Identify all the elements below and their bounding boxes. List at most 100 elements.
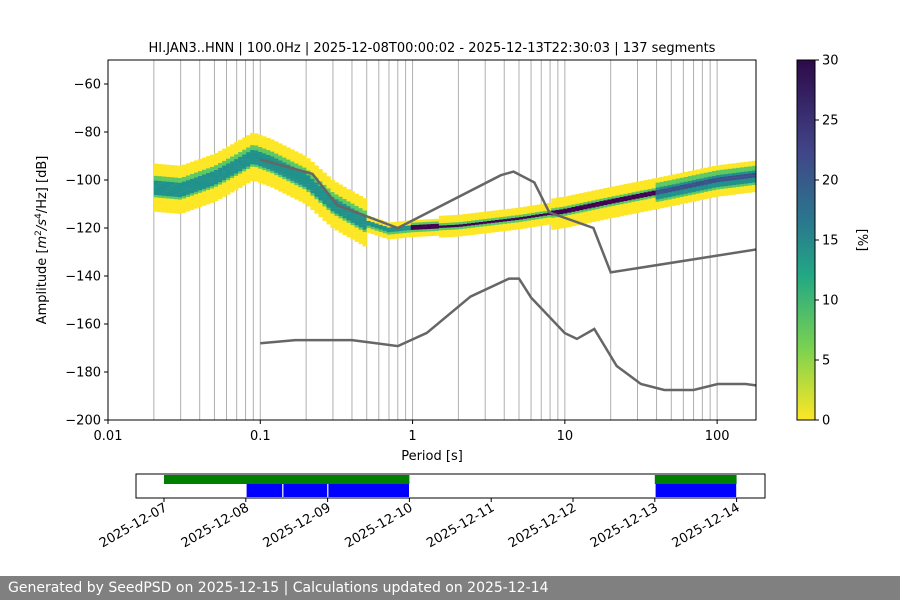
psd-cell xyxy=(177,194,183,198)
psd-cell xyxy=(703,189,709,192)
psd-cell xyxy=(230,158,235,162)
psd-cell xyxy=(298,155,303,159)
psd-cell xyxy=(362,203,367,206)
psd-cell xyxy=(398,223,404,227)
psd-cell xyxy=(185,199,191,202)
psd-cell xyxy=(218,153,223,156)
psd-cell xyxy=(157,185,163,189)
psd-cell xyxy=(202,157,207,161)
psd-cell xyxy=(202,159,207,163)
psd-cell xyxy=(290,173,295,176)
psd-cell xyxy=(338,222,343,226)
psd-cell xyxy=(238,166,243,169)
psd-cell xyxy=(571,221,576,224)
psd-cell xyxy=(651,195,656,198)
psd-cell xyxy=(234,158,239,162)
psd-cell xyxy=(238,173,243,177)
psd-cell xyxy=(615,188,620,191)
psd-cell xyxy=(226,180,231,183)
psd-cell xyxy=(487,225,492,229)
psd-cell xyxy=(735,186,741,190)
psd-cell xyxy=(619,184,624,188)
psd-cell xyxy=(294,187,299,190)
psd-cell xyxy=(571,199,576,203)
psd-cell xyxy=(615,185,620,189)
psd-cell xyxy=(563,213,568,216)
psd-cell xyxy=(274,143,279,147)
psd-cell xyxy=(362,227,367,230)
psd-cell xyxy=(214,162,219,166)
psd-cell xyxy=(197,190,203,193)
psd-cell xyxy=(507,227,512,231)
psd-cell xyxy=(250,147,255,150)
psd-cell xyxy=(458,219,464,222)
psd-cell xyxy=(434,228,440,232)
psd-cell xyxy=(306,203,311,207)
psd-cell xyxy=(350,198,355,202)
psd-cell xyxy=(266,169,271,172)
psd-cell xyxy=(539,211,544,214)
psd-cell xyxy=(647,198,652,202)
psd-cell xyxy=(495,219,500,223)
psd-cell xyxy=(282,147,287,151)
psd-cell xyxy=(314,187,319,190)
psd-cell xyxy=(278,186,283,190)
psd-cell xyxy=(539,220,544,224)
psd-cell xyxy=(719,188,725,192)
psd-cell xyxy=(479,214,484,218)
psd-cell xyxy=(238,154,243,157)
psd-cell xyxy=(153,180,159,184)
psd-cell xyxy=(193,184,199,187)
psd-cell xyxy=(378,234,383,237)
psd-cell xyxy=(519,214,524,218)
psd-cell xyxy=(434,221,440,224)
psd-cell xyxy=(547,219,552,223)
psd-cell xyxy=(747,166,753,169)
psd-cell xyxy=(683,191,689,194)
psd-cell xyxy=(663,176,668,179)
psd-cell xyxy=(161,166,167,170)
psd-cell xyxy=(707,176,713,180)
psd-cell xyxy=(551,227,556,230)
psd-cell xyxy=(193,165,199,168)
psd-cell xyxy=(266,181,271,184)
psd-cell xyxy=(202,186,207,189)
psd-cell xyxy=(270,185,275,188)
psd-cell xyxy=(515,217,520,221)
psd-cell xyxy=(177,208,183,212)
psd-cell xyxy=(169,189,175,192)
psd-cell xyxy=(703,184,709,188)
psd-cell xyxy=(250,168,255,172)
psd-cell xyxy=(374,225,379,229)
psd-cell xyxy=(659,205,664,209)
psd-cell xyxy=(206,165,211,169)
psd-cell xyxy=(450,224,456,228)
psd-cell xyxy=(595,216,600,219)
psd-cell xyxy=(157,168,163,172)
psd-cell xyxy=(330,206,335,209)
psd-cell xyxy=(483,214,488,217)
y-label-sup1: 2 xyxy=(34,230,44,236)
psd-cell xyxy=(691,194,697,197)
psd-cell xyxy=(161,173,167,177)
psd-cell xyxy=(635,208,640,211)
psd-cell xyxy=(362,198,367,201)
psd-cell xyxy=(169,203,175,207)
psd-cell xyxy=(583,209,588,212)
psd-cell xyxy=(274,170,279,173)
psd-cell xyxy=(683,181,689,185)
psd-cell xyxy=(511,225,516,228)
psd-cell xyxy=(189,207,195,211)
psd-cell xyxy=(495,210,500,213)
psd-cell xyxy=(326,221,331,225)
psd-cell xyxy=(338,194,343,197)
psd-cell xyxy=(202,179,207,182)
psd-cell xyxy=(491,213,496,216)
psd-cell xyxy=(214,164,219,168)
psd-cell xyxy=(639,180,644,184)
psd-cell xyxy=(242,137,247,141)
psd-cell xyxy=(579,217,584,220)
psd-cell xyxy=(234,173,239,176)
psd-cell xyxy=(378,222,383,225)
psd-cell xyxy=(185,189,191,193)
